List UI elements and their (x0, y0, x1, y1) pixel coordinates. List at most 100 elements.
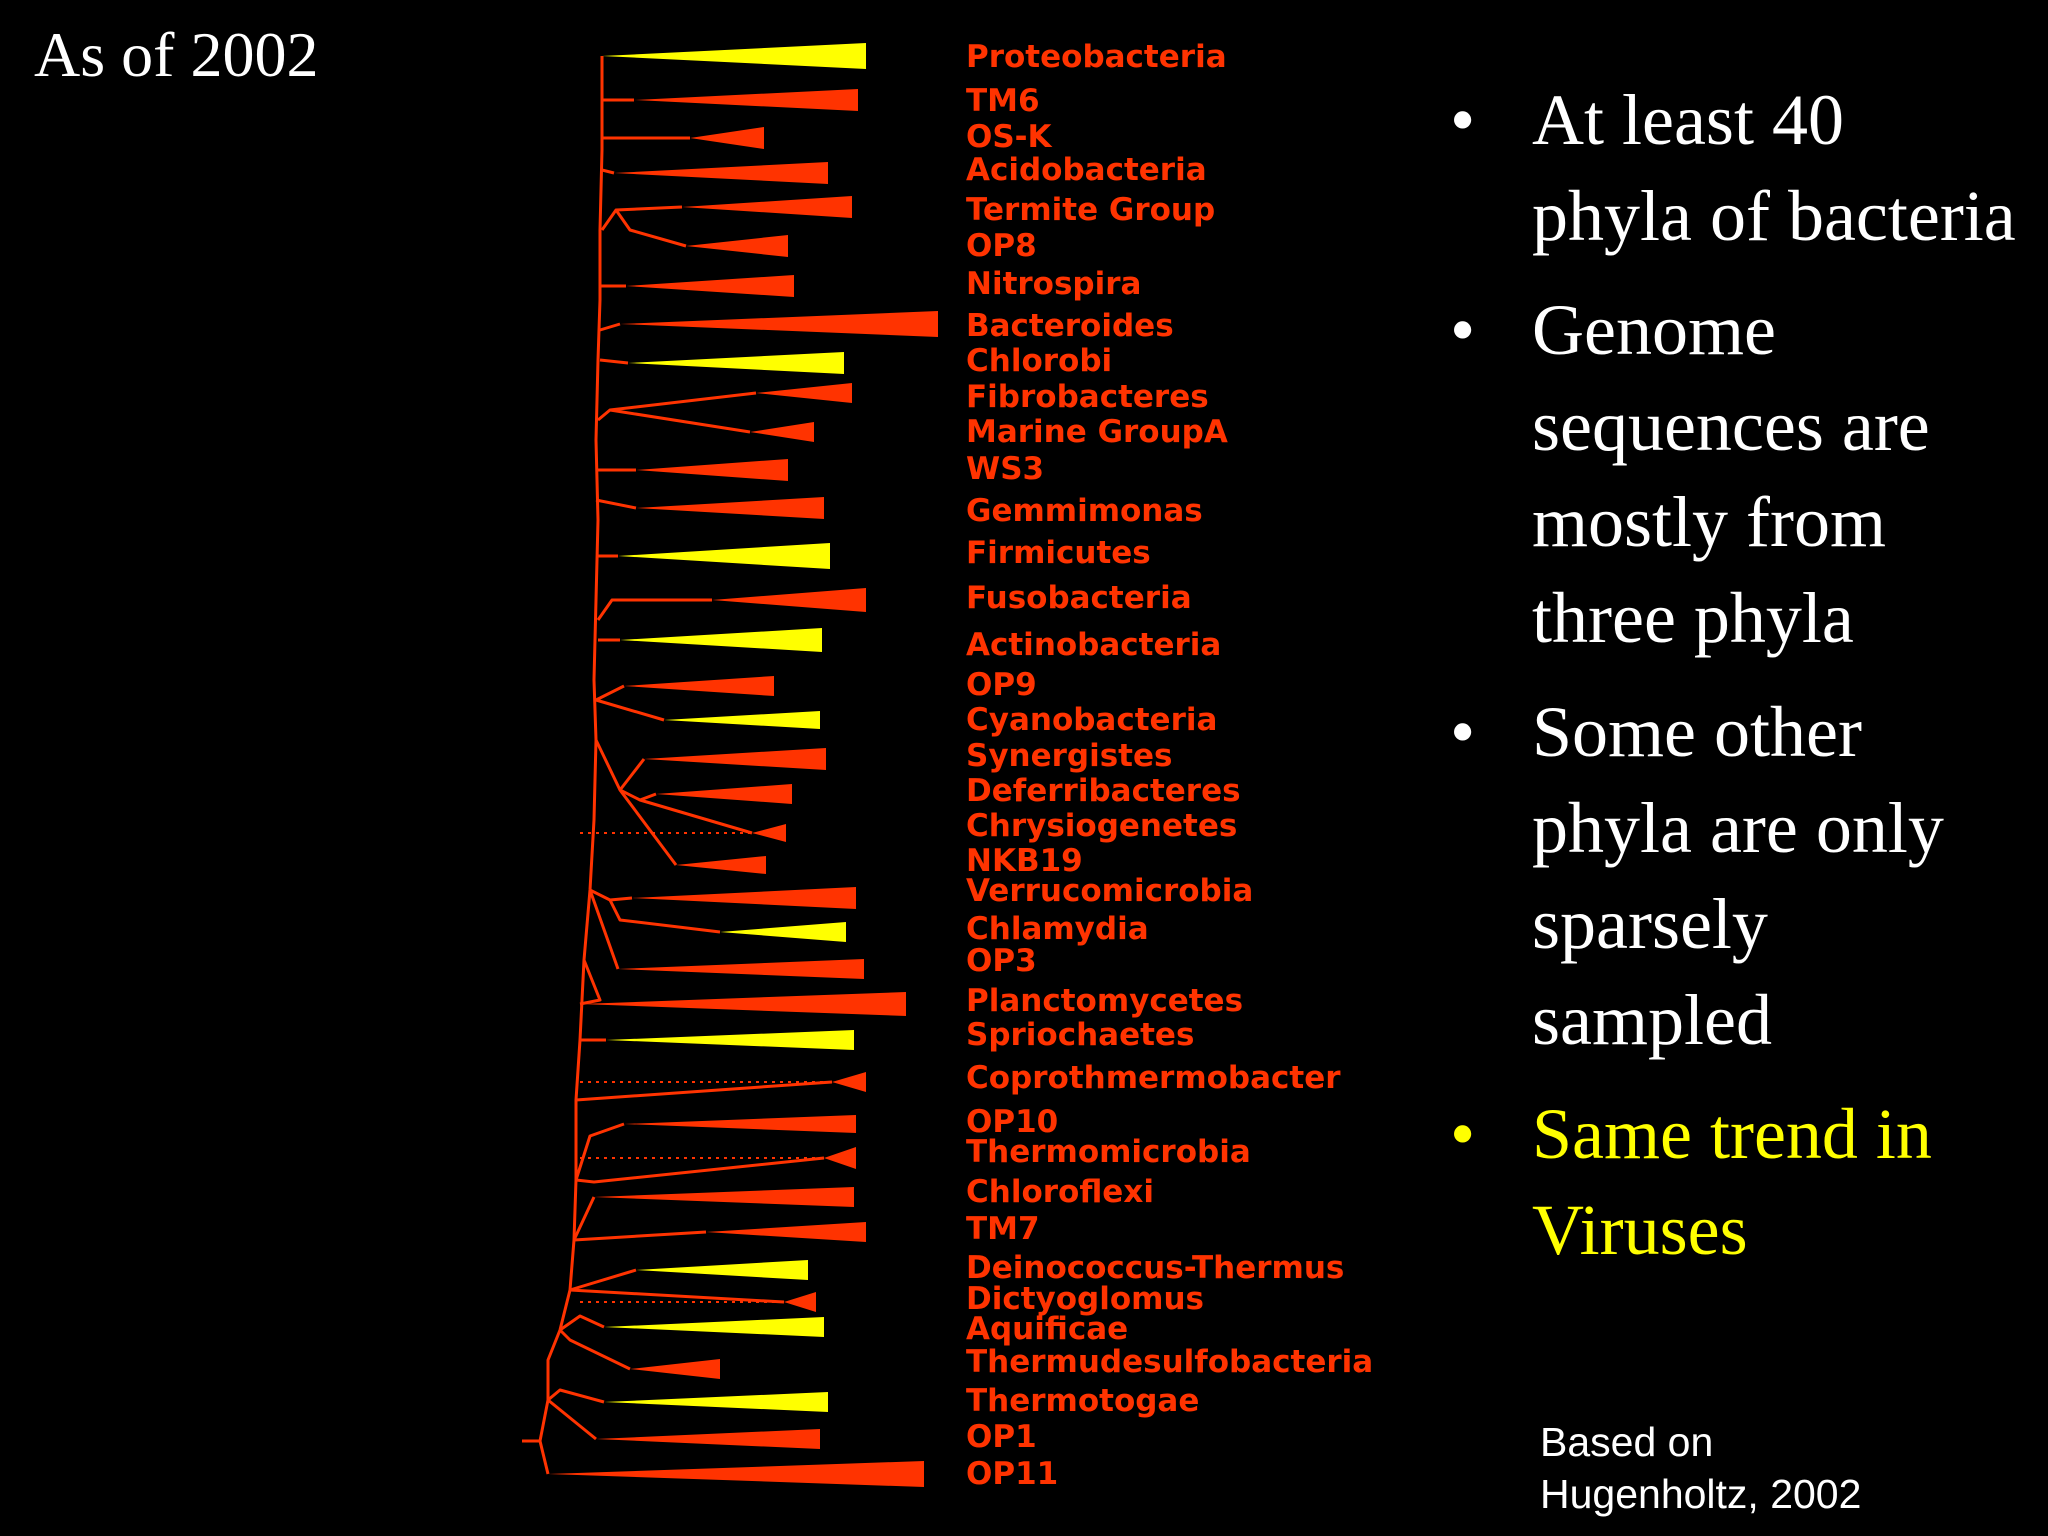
phylum-wedge (752, 824, 786, 842)
tree-branch-line (572, 1196, 596, 1241)
phylum-label: Gemmimonas (966, 493, 1203, 529)
phylum-wedge (636, 1260, 808, 1280)
tree-branch-line (618, 758, 646, 791)
phylum-wedge (628, 352, 844, 374)
tree-branch-line (575, 1080, 833, 1102)
phylum-wedge (656, 784, 792, 804)
phylum-wedge (632, 887, 856, 909)
phylum-label: WS3 (966, 451, 1044, 487)
phylum-wedge (720, 922, 846, 942)
bullet-dot-icon: • (1450, 692, 1476, 772)
bullet-item: • Same trend in Viruses (1440, 1086, 2020, 1278)
phylum-label: OP8 (966, 228, 1037, 264)
phylum-wedge (750, 422, 814, 442)
tree-branch-line (600, 205, 683, 231)
phylum-label: Planctomycetes (966, 983, 1243, 1019)
phylum-wedge (824, 1147, 856, 1169)
phylum-wedge (686, 235, 788, 257)
phylum-label: TM6 (966, 83, 1040, 119)
phylum-label: Verrucomicrobia (966, 873, 1253, 909)
tree-branch-line (573, 1230, 707, 1242)
phylum-wedge (634, 89, 858, 111)
phylum-label: Cyanobacteria (966, 702, 1217, 738)
phylum-wedge (636, 497, 824, 519)
phylum-wedge (548, 1461, 924, 1487)
phylum-wedge (604, 1392, 828, 1412)
phylum-wedge (664, 711, 820, 729)
phylum-wedge (618, 959, 864, 979)
tree-branches (522, 56, 833, 1475)
tree-branch-line (569, 1268, 637, 1292)
phylum-label: Chlorobi (966, 343, 1112, 379)
tree-branch-line (595, 684, 625, 702)
phylum-wedge (644, 748, 826, 770)
bullet-dot-icon: • (1450, 290, 1476, 370)
phylum-label: Thermudesulfobacteria (966, 1344, 1373, 1380)
phylum-wedge (712, 588, 866, 612)
tree-branch-line (595, 698, 665, 722)
tree-branch-line (574, 1122, 625, 1181)
phylum-label: Chlamydia (966, 911, 1149, 947)
phylum-wedge (604, 1317, 824, 1337)
phylum-wedge (626, 275, 794, 297)
phylum-wedge (682, 196, 852, 218)
tree-branch-line (569, 1288, 785, 1304)
phylum-wedge (596, 1429, 820, 1449)
tree-branch-line (588, 889, 620, 970)
tree-branch-line (595, 498, 637, 510)
phylum-label: NKB19 (966, 843, 1083, 879)
tree-branch-line (601, 168, 615, 175)
phylum-label: OP11 (966, 1456, 1058, 1492)
phylum-label: Fibrobacteres (966, 379, 1209, 415)
tree-branch-line (522, 1439, 550, 1475)
phylum-label: Spriochaetes (966, 1017, 1194, 1053)
phylum-wedge (594, 1187, 854, 1207)
tree-branch-line (639, 798, 753, 835)
tree-branch-line (608, 899, 721, 934)
bullet-dot-icon: • (1450, 1094, 1476, 1174)
phylum-label: Aquificae (966, 1311, 1128, 1347)
phylum-label: Dictyoglomus (966, 1281, 1204, 1317)
phylum-wedge (614, 162, 828, 184)
phylum-wedge (606, 1030, 854, 1050)
tree-branch-line (547, 1398, 597, 1441)
phylum-label: OS-K (966, 119, 1053, 155)
bullet-list: • At least 40 phyla of bacteria • Genome se… (1440, 72, 2020, 1296)
phylum-label: Synergistes (966, 738, 1172, 774)
phylum-wedge (618, 543, 830, 569)
tree-branch-line (609, 408, 751, 434)
bullet-text: At least 40 phyla of bacteria (1532, 80, 2016, 256)
phylum-label: Acidobacteria (966, 152, 1207, 188)
tree-branch-line (589, 888, 633, 902)
phylum-wedge (756, 383, 852, 403)
phylum-label: Chrysiogenetes (966, 808, 1237, 844)
phylum-wedge (676, 856, 766, 874)
phylum-label: Thermomicrobia (966, 1134, 1251, 1170)
tree-branch-line (559, 1314, 605, 1332)
phylum-label: Marine GroupA (966, 414, 1228, 450)
phylum-label: Coprothmermobacter (966, 1060, 1341, 1096)
tree-branch-line (575, 1156, 825, 1184)
phylum-wedge (832, 1072, 866, 1092)
bullet-text: Genome sequences are mostly from three p… (1532, 290, 1930, 658)
phylum-label: Proteobacteria (966, 39, 1227, 75)
tree-branch-line (597, 391, 757, 422)
phylum-wedge (706, 1222, 866, 1242)
bullet-dot-icon: • (1450, 80, 1476, 160)
bullet-text: Some other phyla are only sparsely sampl… (1532, 692, 1944, 1060)
phylum-label: OP9 (966, 667, 1037, 703)
phylum-label: OP1 (966, 1419, 1037, 1455)
tree-wedges (548, 43, 938, 1487)
tree-branch-line (579, 959, 602, 1006)
phylum-label: Nitrospira (966, 266, 1141, 302)
phylum-wedge (636, 459, 788, 481)
bullet-item: • At least 40 phyla of bacteria (1440, 72, 2020, 264)
tree-branch-line (547, 1388, 605, 1404)
tree-branch-line (599, 358, 629, 365)
bullet-text: Same trend in Viruses (1532, 1094, 1932, 1270)
phylum-wedge (784, 1292, 816, 1312)
phylum-label: TM7 (966, 1211, 1040, 1247)
credit-text: Based on Hugenholtz, 2002 (1540, 1419, 1862, 1517)
